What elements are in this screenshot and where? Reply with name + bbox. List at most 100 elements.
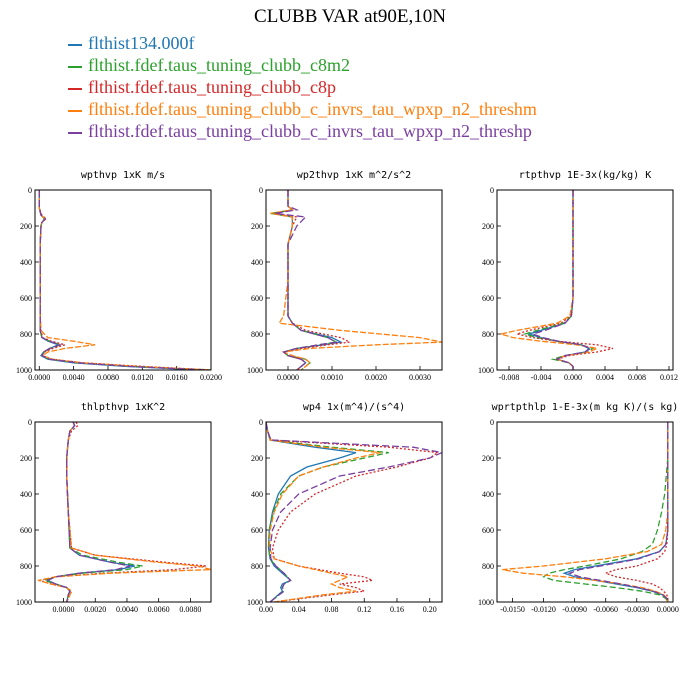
legend-swatch — [68, 65, 82, 68]
series-line-4 — [266, 422, 381, 602]
legend-label: flthist.fdef.taus_tuning_clubb_c_invrs_t… — [88, 121, 532, 141]
legend-swatch — [68, 109, 82, 112]
y-tick-label: 600 — [20, 526, 32, 535]
series-line-4 — [38, 422, 211, 602]
x-tick-label: 0.0040 — [63, 373, 85, 382]
x-tick-label: 0.012 — [660, 373, 678, 382]
y-tick-label: 0 — [28, 418, 32, 427]
x-tick-label: 0.0010 — [321, 373, 343, 382]
y-tick-label: 1000 — [478, 366, 494, 375]
x-tick-label: 0.000 — [564, 373, 582, 382]
series-line-2 — [542, 422, 669, 602]
y-tick-label: 0 — [490, 418, 494, 427]
y-tick-label: 600 — [251, 526, 263, 535]
legend-entry: flthist.fdef.taus_tuning_clubb_c_invrs_t… — [68, 98, 537, 120]
x-tick-label: -0.0090 — [562, 605, 587, 614]
x-tick-label: 0.0040 — [116, 605, 138, 614]
y-tick-label: 600 — [482, 526, 494, 535]
legend-label: flthist134.000f — [88, 33, 195, 53]
legend-swatch — [68, 43, 82, 46]
x-tick-label: 0.16 — [390, 605, 404, 614]
x-tick-label: -0.0060 — [593, 605, 618, 614]
panel-title: wprtpthlp 1-E-3x(m kg K)/(s kg) — [492, 402, 679, 413]
panel-2: wp2thvp 1xK m^2/s^2 0 200 400 600 800 1000 0.00… — [247, 170, 443, 382]
y-tick-label: 1000 — [16, 598, 32, 607]
y-tick-label: 600 — [251, 294, 263, 303]
series-line-3 — [266, 422, 440, 602]
y-tick-label: 400 — [482, 258, 494, 267]
x-tick-label: 0.0080 — [179, 605, 201, 614]
y-tick-label: 200 — [482, 454, 494, 463]
y-tick-label: 800 — [482, 330, 494, 339]
legend-entry: flthist.fdef.taus_tuning_clubb_c_invrs_t… — [68, 120, 537, 142]
legend-label: flthist.fdef.taus_tuning_clubb_c8m2 — [88, 55, 350, 75]
y-tick-label: 0 — [28, 186, 32, 195]
y-tick-label: 200 — [251, 454, 263, 463]
panel-6: wprtpthlp 1-E-3x(m kg K)/(s kg) 0 200 400 60… — [478, 402, 679, 614]
x-tick-label: -0.0030 — [624, 605, 649, 614]
y-tick-label: 200 — [251, 222, 263, 231]
legend-entry: flthist.fdef.taus_tuning_clubb_c8m2 — [68, 54, 537, 76]
series-line-5 — [530, 190, 593, 370]
legend-entry: flthist.fdef.taus_tuning_clubb_c8p — [68, 76, 537, 98]
x-tick-label: 0.0000 — [53, 605, 75, 614]
y-tick-label: 400 — [251, 258, 263, 267]
x-tick-label: 0.04 — [292, 605, 306, 614]
series-line-5 — [274, 190, 339, 370]
y-tick-label: 400 — [20, 490, 32, 499]
series-line-4 — [502, 422, 669, 602]
series-line-5 — [266, 422, 442, 602]
legend-swatch — [68, 131, 82, 134]
panel-frame — [265, 421, 443, 603]
series-line-3 — [38, 190, 211, 370]
panel-4: thlpthvp 1xK^2 0 200 400 600 800 1000 0.0000 0.0… — [16, 402, 212, 614]
y-tick-label: 800 — [20, 330, 32, 339]
y-tick-label: 1000 — [478, 598, 494, 607]
y-tick-label: 0 — [259, 418, 263, 427]
x-tick-label: 0.0200 — [200, 373, 222, 382]
y-tick-label: 600 — [482, 294, 494, 303]
legend-swatch — [68, 87, 82, 90]
y-tick-label: 800 — [251, 562, 263, 571]
y-tick-label: 400 — [20, 258, 32, 267]
series-line-1 — [266, 422, 357, 602]
y-tick-label: 200 — [20, 222, 32, 231]
series-line-5 — [46, 422, 131, 602]
series-line-4 — [38, 190, 211, 370]
panel-title: rtpthvp 1E-3x(kg/kg) K — [519, 170, 651, 181]
series-line-5 — [38, 190, 207, 370]
x-tick-label: -0.0120 — [531, 605, 556, 614]
panel-3: rtpthvp 1E-3x(kg/kg) K02004006008001000-… — [478, 170, 678, 382]
series-line-1 — [38, 190, 203, 370]
legend-entry: flthist134.000f — [68, 32, 537, 54]
x-tick-label: 0.0020 — [365, 373, 387, 382]
y-tick-label: 800 — [482, 562, 494, 571]
x-tick-label: 0.00 — [259, 605, 273, 614]
x-tick-label: 0.008 — [628, 373, 646, 382]
x-tick-label: 0.0080 — [97, 373, 119, 382]
panel-title: wp2thvp 1xK m^2/s^2 — [297, 170, 411, 181]
panel-title: wp4 1x(m^4)/(s^4) — [303, 402, 405, 413]
y-tick-label: 200 — [482, 222, 494, 231]
y-tick-label: 0 — [490, 186, 494, 195]
legend-label: flthist.fdef.taus_tuning_clubb_c8p — [88, 77, 336, 97]
x-tick-label: 0.0000 — [28, 373, 50, 382]
y-tick-label: 600 — [20, 294, 32, 303]
figure-title: CLUBB VAR at90E,10N — [254, 6, 446, 27]
x-tick-label: 0.12 — [357, 605, 371, 614]
x-tick-label: -0.004 — [531, 373, 552, 382]
series-line-2 — [38, 190, 211, 370]
x-tick-label: 0.0000 — [657, 605, 679, 614]
x-tick-label: -0.008 — [499, 373, 520, 382]
panel-title: wpthvp 1xK m/s — [81, 170, 165, 181]
y-tick-label: 400 — [482, 490, 494, 499]
y-tick-label: 1000 — [16, 366, 32, 375]
panel-frame — [34, 189, 212, 371]
x-tick-label: 0.0120 — [131, 373, 153, 382]
series-line-5 — [567, 422, 669, 602]
x-tick-label: 0.0160 — [166, 373, 188, 382]
x-tick-label: 0.08 — [324, 605, 338, 614]
x-tick-label: 0.20 — [423, 605, 437, 614]
